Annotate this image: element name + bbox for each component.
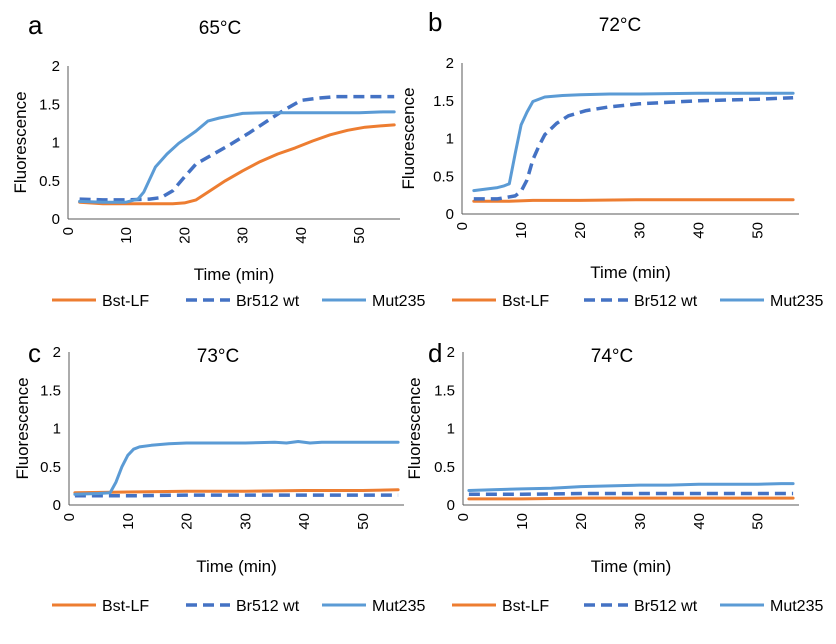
x-axis-label: Time (min) — [196, 557, 277, 576]
y-tick-label: 1.5 — [433, 93, 454, 110]
y-tick-label: 0 — [446, 206, 454, 223]
chart-title: 74°C — [591, 346, 633, 367]
panel-letter: b — [428, 7, 442, 37]
series-line-bst-lf — [78, 123, 396, 206]
y-tick-label: 0 — [53, 497, 61, 514]
series-line-br512-wt — [74, 493, 399, 498]
y-axis-label: Fluorescence — [399, 87, 418, 189]
legend-label: Bst-LF — [102, 598, 149, 615]
x-tick-label: 10 — [513, 222, 530, 239]
series-line-br512-wt — [473, 95, 794, 201]
y-axis-label: Fluorescence — [405, 377, 424, 479]
series-line-bst-lf — [73, 488, 400, 495]
x-tick-label: 10 — [118, 227, 135, 244]
x-tick-label: 50 — [750, 513, 767, 530]
y-tick-label: 1 — [53, 421, 61, 438]
y-tick-label: 0 — [447, 497, 455, 514]
series-line-mut235 — [78, 110, 396, 204]
y-tick-label: 2 — [446, 55, 454, 72]
legend-label: Bst-LF — [102, 293, 149, 310]
series-line-br512-wt — [468, 491, 794, 497]
y-tick-label: 0.5 — [434, 459, 455, 476]
chart-title: 65°C — [199, 18, 241, 39]
y-tick-label: 0 — [52, 211, 60, 228]
x-tick-label: 20 — [573, 513, 590, 530]
x-tick-label: 0 — [455, 513, 472, 521]
x-axis-label: Time (min) — [591, 557, 672, 576]
y-tick-label: 0.5 — [39, 173, 60, 190]
x-tick-label: 0 — [60, 227, 77, 235]
x-tick-label: 30 — [632, 513, 649, 530]
x-tick-label: 20 — [179, 513, 196, 530]
y-tick-label: 2 — [447, 344, 455, 361]
series-line-mut235 — [73, 440, 400, 496]
y-tick-label: 1 — [52, 135, 60, 152]
legend-label: Mut235 — [770, 598, 823, 615]
y-axis-label: Fluorescence — [13, 377, 32, 479]
y-tick-label: 1.5 — [40, 382, 61, 399]
x-tick-label: 30 — [237, 513, 254, 530]
x-tick-label: 40 — [296, 513, 313, 530]
legend-label: Mut235 — [372, 293, 425, 310]
y-tick-label: 0.5 — [433, 168, 454, 185]
legend-label: Mut235 — [372, 598, 425, 615]
x-tick-label: 0 — [61, 513, 78, 521]
legend-label: Bst-LF — [502, 293, 549, 310]
legend-label: Br512 wt — [634, 293, 698, 310]
series-line-br512-wt — [79, 94, 395, 202]
x-tick-label: 40 — [690, 222, 707, 239]
y-tick-label: 2 — [52, 58, 60, 75]
series-line-mut235 — [467, 482, 795, 492]
series-line-bst-lf — [472, 198, 795, 203]
x-tick-label: 10 — [514, 513, 531, 530]
panel-letter: d — [428, 338, 442, 368]
y-tick-label: 0.5 — [40, 459, 61, 476]
x-tick-label: 20 — [176, 227, 193, 244]
series-line-mut235 — [472, 91, 795, 193]
x-tick-label: 50 — [750, 222, 767, 239]
x-tick-label: 20 — [572, 222, 589, 239]
x-axis-label: Time (min) — [194, 265, 275, 284]
x-tick-label: 50 — [351, 227, 368, 244]
legend-label: Mut235 — [770, 293, 823, 310]
legend-label: Br512 wt — [236, 293, 300, 310]
y-tick-label: 1 — [447, 421, 455, 438]
legend-label: Br512 wt — [236, 598, 300, 615]
x-tick-label: 10 — [120, 513, 137, 530]
x-tick-label: 30 — [631, 222, 648, 239]
x-axis-label: Time (min) — [590, 263, 671, 282]
y-tick-label: 1 — [446, 131, 454, 148]
legend: Bst-LF Br512 wt Mut235 — [452, 293, 823, 310]
series-line-bst-lf — [467, 496, 795, 501]
x-tick-label: 40 — [293, 227, 310, 244]
y-tick-label: 1.5 — [39, 96, 60, 113]
legend-label: Br512 wt — [634, 598, 698, 615]
legend: Bst-LF Br512 wt Mut235 — [452, 598, 823, 615]
x-tick-label: 30 — [235, 227, 252, 244]
chart-title: 73°C — [197, 346, 239, 367]
panel-letter: a — [28, 10, 43, 40]
legend: Bst-LF Br512 wt Mut235 — [52, 293, 425, 310]
legend: Bst-LF Br512 wt Mut235 — [52, 598, 425, 615]
x-tick-label: 0 — [454, 222, 471, 230]
y-tick-label: 2 — [53, 344, 61, 361]
x-tick-label: 40 — [691, 513, 708, 530]
y-axis-label: Fluorescence — [11, 91, 30, 193]
chart-title: 72°C — [599, 15, 641, 36]
y-tick-label: 1.5 — [434, 382, 455, 399]
panel-letter: c — [28, 338, 41, 368]
x-tick-label: 50 — [355, 513, 372, 530]
legend-label: Bst-LF — [502, 598, 549, 615]
